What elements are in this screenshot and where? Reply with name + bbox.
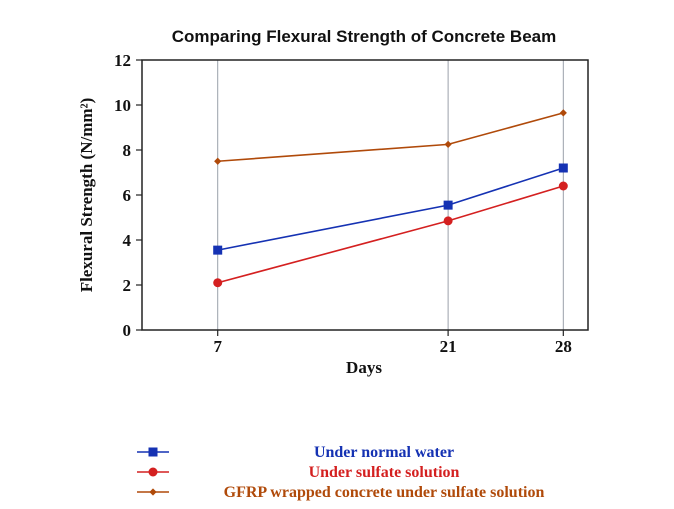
plot-area <box>141 59 589 331</box>
x-axis: 7 21 28 <box>213 330 572 356</box>
data-point <box>213 245 223 255</box>
y-tick-label: 4 <box>123 231 132 250</box>
legend-label: GFRP wrapped concrete under sulfate solu… <box>224 484 545 501</box>
series-under-normal-water <box>213 163 568 255</box>
series-under-sulfate-solution <box>213 181 568 288</box>
series-line <box>217 185 564 284</box>
y-axis-label: Flexural Strength (N/mm²) <box>77 98 96 293</box>
x-tick-label: 28 <box>555 337 572 356</box>
y-tick-label: 2 <box>123 276 132 295</box>
data-point <box>148 447 158 457</box>
legend-item: Under sulfate solution <box>137 464 460 481</box>
y-axis: 0 2 4 6 8 10 12 <box>114 51 142 340</box>
data-point <box>443 200 453 210</box>
data-point <box>214 157 222 165</box>
chart-title: Comparing Flexural Strength of Concrete … <box>172 27 556 46</box>
data-point <box>558 181 568 191</box>
data-point <box>558 163 568 173</box>
legend-label: Under sulfate solution <box>309 464 460 481</box>
series-line <box>217 167 564 251</box>
data-series <box>213 109 568 288</box>
x-tick-label: 21 <box>440 337 457 356</box>
series-line <box>217 112 564 163</box>
data-point <box>149 488 157 496</box>
y-tick-label: 10 <box>114 96 131 115</box>
series-gfrp-wrapped-concrete-under-sulfate-solution <box>214 109 567 165</box>
legend-item: GFRP wrapped concrete under sulfate solu… <box>137 484 544 501</box>
y-tick-label: 0 <box>123 321 132 340</box>
data-point <box>443 216 453 226</box>
legend-item: Under normal water <box>137 444 454 461</box>
y-tick-label: 8 <box>123 141 132 160</box>
legend: Under normal water Under sulfate solution… <box>137 444 544 501</box>
data-point <box>213 278 223 288</box>
x-tick-label: 7 <box>213 337 222 356</box>
y-tick-label: 12 <box>114 51 131 70</box>
y-tick-label: 6 <box>123 186 132 205</box>
data-point <box>444 140 452 148</box>
grid-lines <box>217 60 564 330</box>
data-point <box>559 109 567 117</box>
legend-label: Under normal water <box>314 444 454 461</box>
x-axis-label: Days <box>346 358 382 377</box>
data-point <box>148 467 158 477</box>
